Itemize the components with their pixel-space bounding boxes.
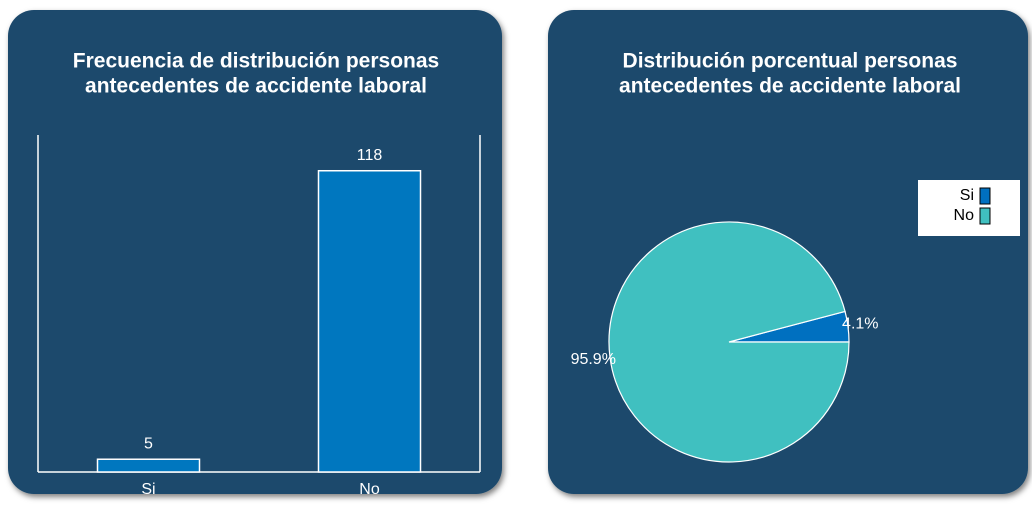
legend-swatch xyxy=(979,187,991,205)
value-label: 4.1% xyxy=(842,315,878,332)
legend-label: Si xyxy=(960,187,974,204)
pie-slice xyxy=(608,221,850,463)
legend-swatch xyxy=(979,207,991,225)
chart-title: antecedentes de accidente laboral xyxy=(85,75,427,98)
chart-title: Frecuencia de distribución personas xyxy=(73,50,439,73)
legend xyxy=(918,180,1020,236)
value-label: 5 xyxy=(144,435,153,452)
bar xyxy=(96,458,201,473)
x-tick-label: Si xyxy=(141,481,155,498)
value-label: 95.9% xyxy=(571,351,616,368)
chart-title: antecedentes de accidente laboral xyxy=(619,75,961,98)
value-label: 118 xyxy=(357,147,383,164)
legend-label: No xyxy=(954,207,975,224)
chart-title: Distribución porcentual personas xyxy=(623,50,958,73)
bar xyxy=(317,169,422,473)
x-tick-label: No xyxy=(359,481,380,498)
